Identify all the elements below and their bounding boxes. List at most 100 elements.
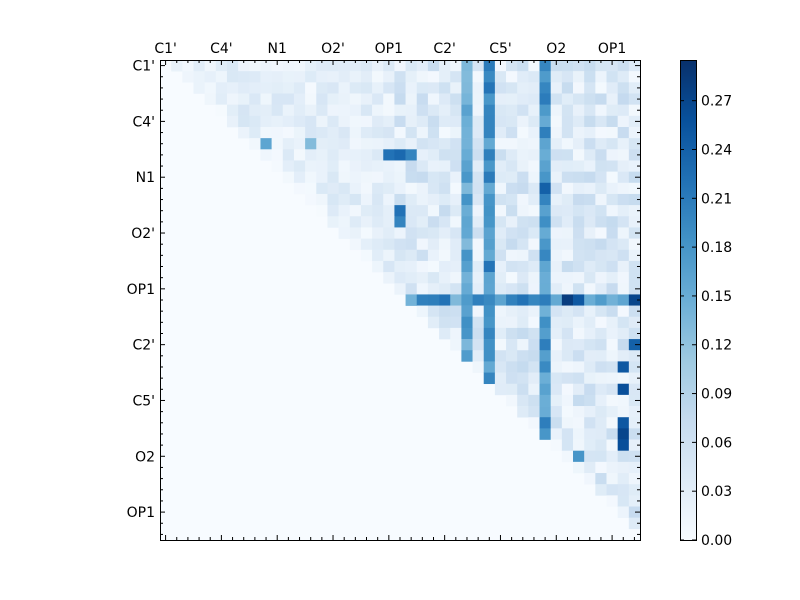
heatmap-cell <box>193 60 205 72</box>
y-tick-labels: C1' C4' N1 O2' OP1 C2' C5' O2 OP1 <box>127 59 155 522</box>
heatmap-cell <box>316 82 328 94</box>
heatmap-cell <box>372 115 384 128</box>
heatmap-cell <box>450 339 462 351</box>
heatmap-cell <box>405 93 418 105</box>
heatmap-cell <box>595 205 607 217</box>
y-tick-label: C1' <box>132 59 155 75</box>
heatmap-cell <box>539 428 551 440</box>
heatmap-cell <box>249 115 261 128</box>
heatmap-cell <box>204 82 217 94</box>
heatmap-cell <box>584 82 596 94</box>
heatmap-cell <box>539 305 551 318</box>
heatmap-cell <box>606 417 618 429</box>
heatmap-cell <box>539 249 551 262</box>
heatmap-cell <box>528 260 540 273</box>
heatmap-cell <box>338 171 351 184</box>
heatmap-cell <box>539 115 551 128</box>
heatmap-cell <box>427 316 440 329</box>
heatmap-cell <box>327 115 339 128</box>
heatmap-cell <box>293 104 306 117</box>
heatmap-cell <box>550 272 563 284</box>
heatmap-cell <box>617 160 630 172</box>
heatmap-cell <box>483 339 496 351</box>
heatmap-cell <box>584 126 596 139</box>
heatmap-cell <box>461 93 473 105</box>
heatmap-cell <box>394 138 406 150</box>
heatmap-cell <box>427 283 440 295</box>
heatmap-cell <box>561 428 574 440</box>
heatmap-cell <box>617 428 630 440</box>
heatmap-cell <box>617 305 630 318</box>
heatmap-cell <box>595 339 607 351</box>
heatmap-cell <box>573 294 585 306</box>
heatmap-cell <box>405 249 418 262</box>
heatmap-cell <box>439 316 451 329</box>
heatmap-cell <box>517 93 529 105</box>
heatmap-cell <box>617 272 630 284</box>
heatmap-cell <box>416 272 429 284</box>
heatmap-cell <box>606 294 618 306</box>
heatmap-cell <box>316 160 328 172</box>
heatmap-cell <box>517 216 529 228</box>
heatmap-cell <box>360 82 373 94</box>
heatmap-cell <box>483 294 496 306</box>
heatmap-cell <box>238 104 250 117</box>
heatmap-cell <box>372 126 384 139</box>
y-tick-label: C5' <box>132 393 155 409</box>
heatmap-cell <box>349 193 362 206</box>
heatmap-cells <box>160 60 641 540</box>
heatmap-cell <box>561 115 574 128</box>
heatmap-cell <box>539 160 551 172</box>
heatmap-cell <box>584 193 596 206</box>
heatmap-cell <box>483 60 496 72</box>
heatmap-cell <box>439 60 451 72</box>
heatmap-cell <box>483 327 496 340</box>
heatmap-cell <box>628 305 641 318</box>
heatmap-cell <box>394 71 406 83</box>
heatmap-cell <box>439 82 451 94</box>
heatmap-cell <box>349 82 362 94</box>
heatmap-cell <box>606 272 618 284</box>
heatmap-cell <box>383 171 395 184</box>
heatmap-cell <box>483 171 496 184</box>
heatmap-cell <box>595 126 607 139</box>
heatmap-cell <box>461 115 473 128</box>
heatmap-cell <box>472 138 485 150</box>
heatmap-cell <box>293 60 306 72</box>
heatmap-cell <box>461 60 473 72</box>
heatmap-cell <box>171 60 183 72</box>
heatmap-cell <box>517 383 529 396</box>
heatmap-cell <box>550 71 563 83</box>
heatmap-cell <box>394 272 406 284</box>
heatmap-cell <box>606 361 618 373</box>
heatmap-cell <box>494 171 507 184</box>
heatmap-cell <box>539 238 551 251</box>
heatmap-cell <box>439 160 451 172</box>
heatmap-cell <box>472 260 485 273</box>
heatmap-cell <box>383 104 395 117</box>
heatmap-cell <box>528 115 540 128</box>
heatmap-cell <box>606 350 618 362</box>
heatmap-cell <box>573 60 585 72</box>
heatmap-cell <box>517 104 529 117</box>
heatmap-cell <box>561 227 574 239</box>
heatmap-cell <box>561 171 574 184</box>
heatmap-cell <box>617 238 630 251</box>
heatmap-cell <box>372 227 384 239</box>
heatmap-cell <box>528 394 540 407</box>
heatmap-cell <box>416 238 429 251</box>
heatmap-cell <box>617 249 630 262</box>
heatmap-cell <box>338 93 351 105</box>
heatmap-cell <box>517 149 529 161</box>
heatmap-cell <box>517 339 529 351</box>
heatmap-cell <box>282 160 295 172</box>
heatmap-cell <box>472 205 485 217</box>
heatmap-cell <box>327 216 339 228</box>
heatmap-cell <box>561 305 574 318</box>
heatmap-cell <box>550 361 563 373</box>
heatmap-cell <box>528 283 540 295</box>
heatmap-cell <box>595 104 607 117</box>
heatmap-cell <box>461 71 473 83</box>
colorbar-tick-label: 0.06 <box>701 435 732 451</box>
